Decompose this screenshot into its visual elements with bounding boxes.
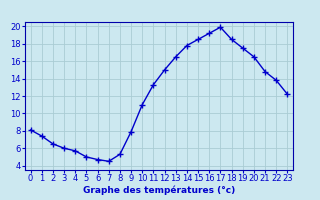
X-axis label: Graphe des températures (°c): Graphe des températures (°c) [83,186,235,195]
